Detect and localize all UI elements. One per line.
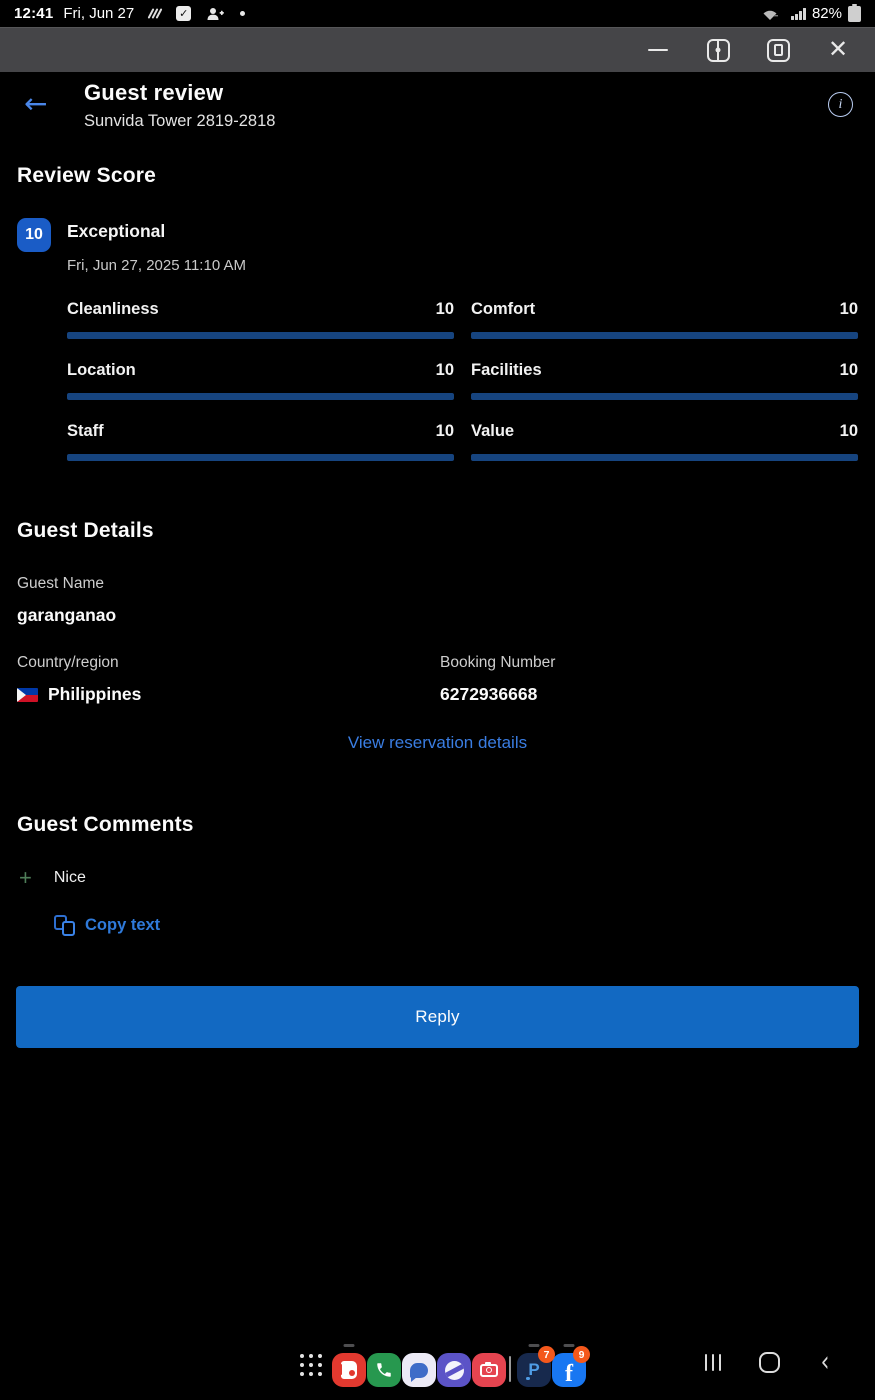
score-category-staff: Staff 10 bbox=[67, 422, 454, 461]
guest-details-heading: Guest Details bbox=[17, 519, 154, 542]
score-category-cleanliness: Cleanliness 10 bbox=[67, 300, 454, 339]
notification-dot bbox=[240, 11, 246, 16]
battery-percent: 82% bbox=[811, 5, 842, 22]
navigation-bar: ‹ bbox=[701, 1346, 837, 1378]
country-label: Country/region bbox=[17, 654, 119, 671]
overall-score-row: 10 Exceptional Fri, Jun 27, 2025 11:10 A… bbox=[17, 218, 858, 274]
reply-button[interactable]: Reply bbox=[16, 986, 859, 1048]
category-value: 10 bbox=[435, 361, 454, 379]
camera-app-icon[interactable] bbox=[472, 1344, 506, 1390]
facebook-badge: 9 bbox=[573, 1346, 590, 1363]
category-label: Comfort bbox=[471, 300, 536, 318]
app-drawer-button[interactable] bbox=[300, 1354, 322, 1376]
back-arrow-icon[interactable]: ← bbox=[24, 87, 48, 120]
category-score-bar bbox=[471, 454, 858, 461]
category-label: Staff bbox=[67, 422, 104, 440]
category-value: 10 bbox=[839, 300, 858, 318]
stylus-icon bbox=[147, 8, 163, 19]
dock: 7 P 9 f ‹ bbox=[0, 1336, 875, 1400]
score-label: Exceptional bbox=[67, 221, 166, 241]
internet-app-icon[interactable] bbox=[437, 1344, 471, 1390]
comment-text: Nice bbox=[53, 869, 86, 886]
guest-detail-columns: Country/region Philippines Booking Numbe… bbox=[17, 654, 858, 705]
category-score-bar bbox=[471, 332, 858, 339]
checkbox-icon: ✓ bbox=[176, 6, 192, 21]
country-block: Country/region Philippines bbox=[17, 654, 440, 705]
score-category-grid: Cleanliness 10 Comfort 10 Location 10 Faciliti… bbox=[67, 300, 858, 483]
dock-recent-apps: 7 P 9 f bbox=[517, 1344, 590, 1390]
booking-number-label: Booking Number bbox=[440, 654, 556, 671]
country-value: Philippines bbox=[48, 684, 142, 704]
property-name: Sunvida Tower 2819-2818 bbox=[84, 112, 276, 130]
review-score-heading: Review Score bbox=[17, 164, 156, 187]
copy-text-label: Copy text bbox=[85, 916, 161, 934]
home-button[interactable] bbox=[757, 1350, 781, 1374]
review-date: Fri, Jun 27, 2025 11:10 AM bbox=[67, 257, 246, 274]
app-content: ← Guest review Sunvida Tower 2819-2818 i… bbox=[0, 72, 875, 1048]
booking-number-value: 6272936668 bbox=[440, 684, 538, 704]
score-category-location: Location 10 bbox=[67, 361, 454, 400]
category-value: 10 bbox=[839, 361, 858, 379]
status-bar: 12:41 Fri, Jun 27 ✓ 82% bbox=[0, 0, 875, 27]
recents-button[interactable] bbox=[701, 1350, 725, 1374]
signal-icon bbox=[791, 7, 806, 20]
philippines-flag-icon bbox=[17, 687, 38, 702]
category-value: 10 bbox=[435, 300, 454, 318]
guest-comments-heading: Guest Comments bbox=[17, 813, 194, 836]
messages-app-icon[interactable] bbox=[402, 1344, 436, 1390]
add-contact-icon bbox=[207, 7, 225, 21]
phone-app-icon[interactable] bbox=[367, 1344, 401, 1390]
category-score-bar bbox=[67, 393, 454, 400]
score-category-facilities: Facilities 10 bbox=[471, 361, 858, 400]
category-label: Cleanliness bbox=[67, 300, 159, 318]
plus-icon: + bbox=[19, 865, 32, 890]
guest-name-label: Guest Name bbox=[17, 575, 105, 592]
score-category-value: Value 10 bbox=[471, 422, 858, 461]
score-badge: 10 bbox=[17, 218, 51, 252]
minimize-button[interactable] bbox=[643, 35, 673, 65]
info-icon[interactable]: i bbox=[828, 92, 853, 117]
p-app-icon[interactable]: 7 P bbox=[517, 1344, 555, 1390]
score-category-comfort: Comfort 10 bbox=[471, 300, 858, 339]
category-label: Location bbox=[67, 361, 136, 379]
facebook-app-icon[interactable]: 9 f bbox=[552, 1344, 590, 1390]
close-button[interactable]: ✕ bbox=[827, 36, 849, 63]
category-score-bar bbox=[471, 393, 858, 400]
category-value: 10 bbox=[435, 422, 454, 440]
window-titlebar: ✕ bbox=[0, 27, 875, 72]
category-label: Value bbox=[471, 422, 515, 440]
dock-divider bbox=[509, 1356, 511, 1382]
guest-name-value: garanganao bbox=[17, 605, 117, 625]
page-title: Guest review bbox=[84, 80, 224, 105]
dock-apps bbox=[332, 1344, 506, 1390]
view-reservation-row: View reservation details bbox=[0, 733, 875, 753]
popup-view-button[interactable] bbox=[763, 35, 793, 65]
back-button[interactable]: ‹ bbox=[820, 1345, 830, 1379]
copy-icon bbox=[54, 915, 75, 936]
category-value: 10 bbox=[839, 422, 858, 440]
booking-number-block: Booking Number 6272936668 bbox=[440, 654, 555, 705]
copy-text-button[interactable]: Copy text bbox=[54, 915, 858, 936]
comment-row: + Nice bbox=[19, 867, 858, 889]
status-date: Fri, Jun 27 bbox=[63, 5, 135, 22]
clock: 12:41 bbox=[14, 5, 54, 22]
battery-icon bbox=[848, 3, 861, 22]
contacts-app-icon[interactable] bbox=[332, 1344, 366, 1390]
p-app-badge: 7 bbox=[538, 1346, 555, 1363]
app-header: ← Guest review Sunvida Tower 2819-2818 i bbox=[0, 72, 875, 142]
category-label: Facilities bbox=[471, 361, 542, 379]
split-screen-button[interactable] bbox=[703, 35, 733, 65]
view-reservation-link[interactable]: View reservation details bbox=[347, 733, 528, 752]
category-score-bar bbox=[67, 454, 454, 461]
wifi-icon bbox=[761, 7, 779, 21]
guest-name-block: Guest Name garanganao bbox=[17, 575, 858, 626]
category-score-bar bbox=[67, 332, 454, 339]
